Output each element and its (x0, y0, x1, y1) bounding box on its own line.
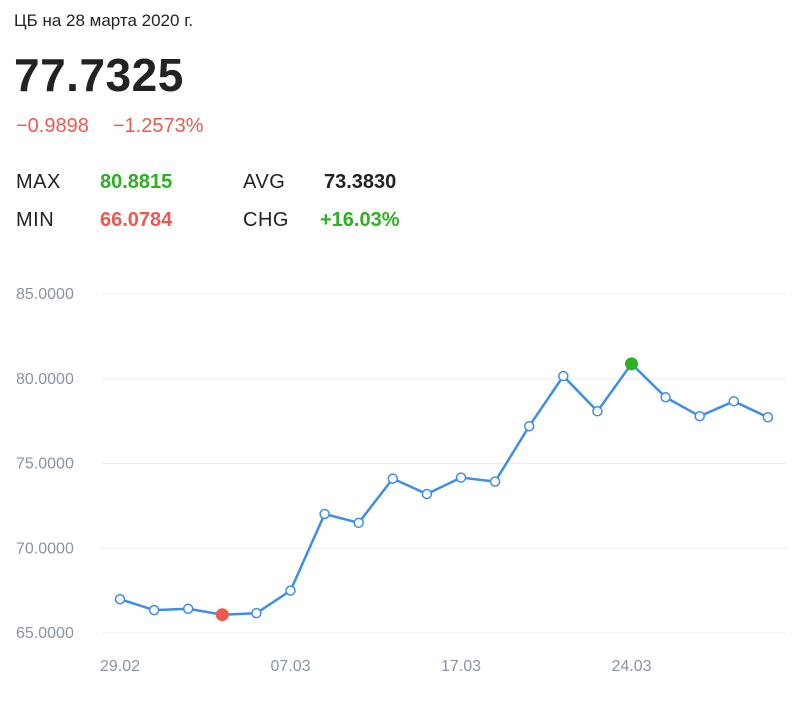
stat-avg-value-wrap: 73.3830 (324, 171, 396, 194)
stat-avg-label: AVG (243, 171, 286, 193)
x-tick-label: 17.03 (441, 658, 481, 675)
stat-avg-value: 73.3830 (324, 171, 397, 193)
stat-min-value-wrap: 66.0784 (100, 209, 172, 232)
stat-max-value: 80.8815 (100, 171, 173, 193)
stat-max: MAX (16, 171, 61, 194)
data-point (114, 594, 126, 605)
data-point (285, 585, 296, 596)
x-tick-label: 07.03 (270, 658, 310, 675)
data-point (251, 607, 262, 619)
change-absolute: −0.9898 (16, 115, 89, 137)
data-point (694, 410, 705, 422)
stat-avg: AVG (243, 171, 285, 194)
data-point (319, 508, 330, 520)
stat-min: MIN (16, 209, 54, 232)
data-point (148, 604, 160, 616)
data-point (592, 406, 603, 417)
data-point (558, 370, 569, 382)
data-point (387, 473, 399, 484)
data-point (660, 391, 671, 403)
y-tick-label: 70.0000 (16, 540, 74, 557)
min-point (215, 608, 229, 622)
stat-chg-label: CHG (243, 209, 289, 231)
y-tick-label: 80.0000 (16, 371, 74, 388)
stat-min-value: 66.0784 (100, 209, 173, 231)
x-tick-label: 29.02 (100, 658, 140, 675)
data-point (489, 476, 501, 487)
x-tick-label: 24.03 (611, 658, 651, 675)
change-row: −0.9898 −1.2573% (16, 115, 204, 138)
stat-chg-value: +16.03% (320, 209, 400, 231)
stat-min-label: MIN (16, 209, 55, 231)
y-tick-label: 65.0000 (16, 625, 74, 642)
y-tick-label: 85.0000 (16, 286, 74, 303)
data-point (728, 396, 740, 407)
data-point (421, 488, 433, 500)
data-point (182, 603, 194, 615)
current-price: 77.7325 (14, 49, 184, 101)
data-point (455, 472, 467, 483)
stat-max-value-wrap: 80.8815 (100, 171, 172, 194)
change-percent: −1.2573% (112, 115, 204, 137)
stat-max-label: MAX (16, 171, 61, 193)
y-tick-label: 75.0000 (16, 456, 74, 473)
source-date-label: ЦБ на 28 марта 2020 г. (14, 11, 194, 30)
stat-chg-value-wrap: +16.03% (320, 209, 400, 232)
data-point (523, 420, 535, 432)
data-point (762, 411, 774, 423)
data-point (353, 517, 364, 529)
stat-chg: CHG (243, 209, 289, 232)
max-point (625, 357, 638, 371)
series-line (119, 362, 769, 616)
